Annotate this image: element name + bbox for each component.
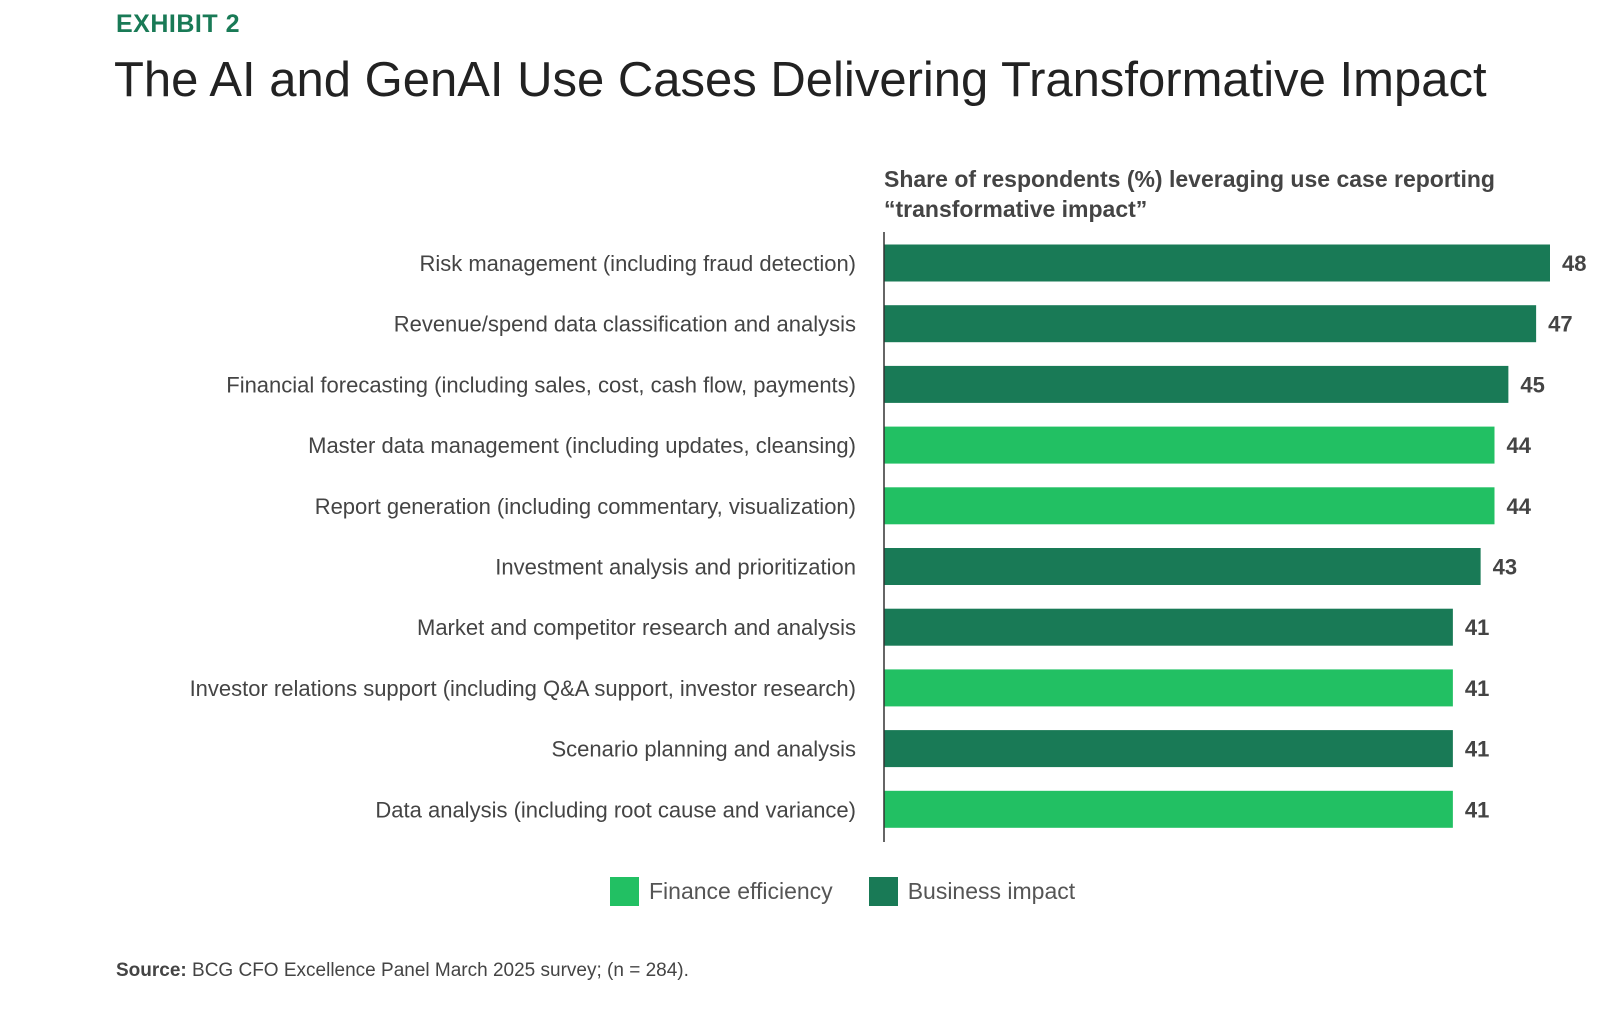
bar [884, 548, 1481, 585]
legend-swatch-business-impact [868, 877, 898, 906]
category-label: Financial forecasting (including sales, … [226, 372, 856, 397]
category-label: Revenue/spend data classification and an… [394, 312, 856, 337]
category-label: Market and competitor research and analy… [417, 615, 856, 640]
legend-item-business-impact: Business impact [868, 877, 1076, 906]
data-label: 43 [1493, 555, 1517, 580]
bar [884, 426, 1495, 464]
category-label: Report generation (including commentary,… [315, 494, 856, 519]
source-note: Source: BCG CFO Excellence Panel March 2… [116, 960, 689, 982]
bar-chart: Risk management (including fraud detecti… [190, 232, 1586, 842]
category-label: Risk management (including fraud detecti… [419, 251, 856, 276]
data-label: 44 [1507, 494, 1532, 519]
bar [884, 244, 1550, 282]
chart-title: The AI and GenAI Use Cases Delivering Tr… [114, 53, 1487, 107]
exhibit-label: EXHIBIT 2 [116, 10, 240, 38]
bar [884, 487, 1495, 525]
source-text: BCG CFO Excellence Panel March 2025 surv… [186, 960, 689, 981]
legend-label-business-impact: Business impact [907, 878, 1076, 904]
data-label: 41 [1465, 797, 1489, 822]
data-label: 41 [1465, 676, 1489, 701]
bar [884, 365, 1509, 403]
bar [884, 305, 1537, 343]
legend-swatch-finance-efficiency [610, 877, 639, 906]
bar [884, 669, 1453, 707]
data-label: 41 [1465, 615, 1489, 640]
bar [884, 608, 1453, 646]
data-label: 47 [1548, 312, 1572, 337]
category-label: Investor relations support (including Q&… [190, 676, 856, 701]
data-label: 44 [1507, 433, 1532, 458]
data-label: 45 [1520, 372, 1544, 397]
legend-item-finance-efficiency: Finance efficiency [610, 877, 833, 906]
category-label: Data analysis (including root cause and … [375, 797, 856, 822]
chart-subtitle: Share of respondents (%) leveraging use … [884, 166, 1495, 222]
category-label: Investment analysis and prioritization [495, 555, 856, 580]
bar [884, 730, 1453, 768]
chart-legend: Finance efficiency Business impact [610, 877, 1075, 906]
category-label: Master data management (including update… [308, 433, 856, 458]
category-label: Scenario planning and analysis [551, 737, 856, 762]
data-label: 48 [1562, 251, 1586, 276]
data-label: 41 [1465, 737, 1489, 762]
legend-label-finance-efficiency: Finance efficiency [649, 878, 833, 904]
bar [884, 790, 1453, 828]
source-label: Source: [116, 960, 187, 981]
